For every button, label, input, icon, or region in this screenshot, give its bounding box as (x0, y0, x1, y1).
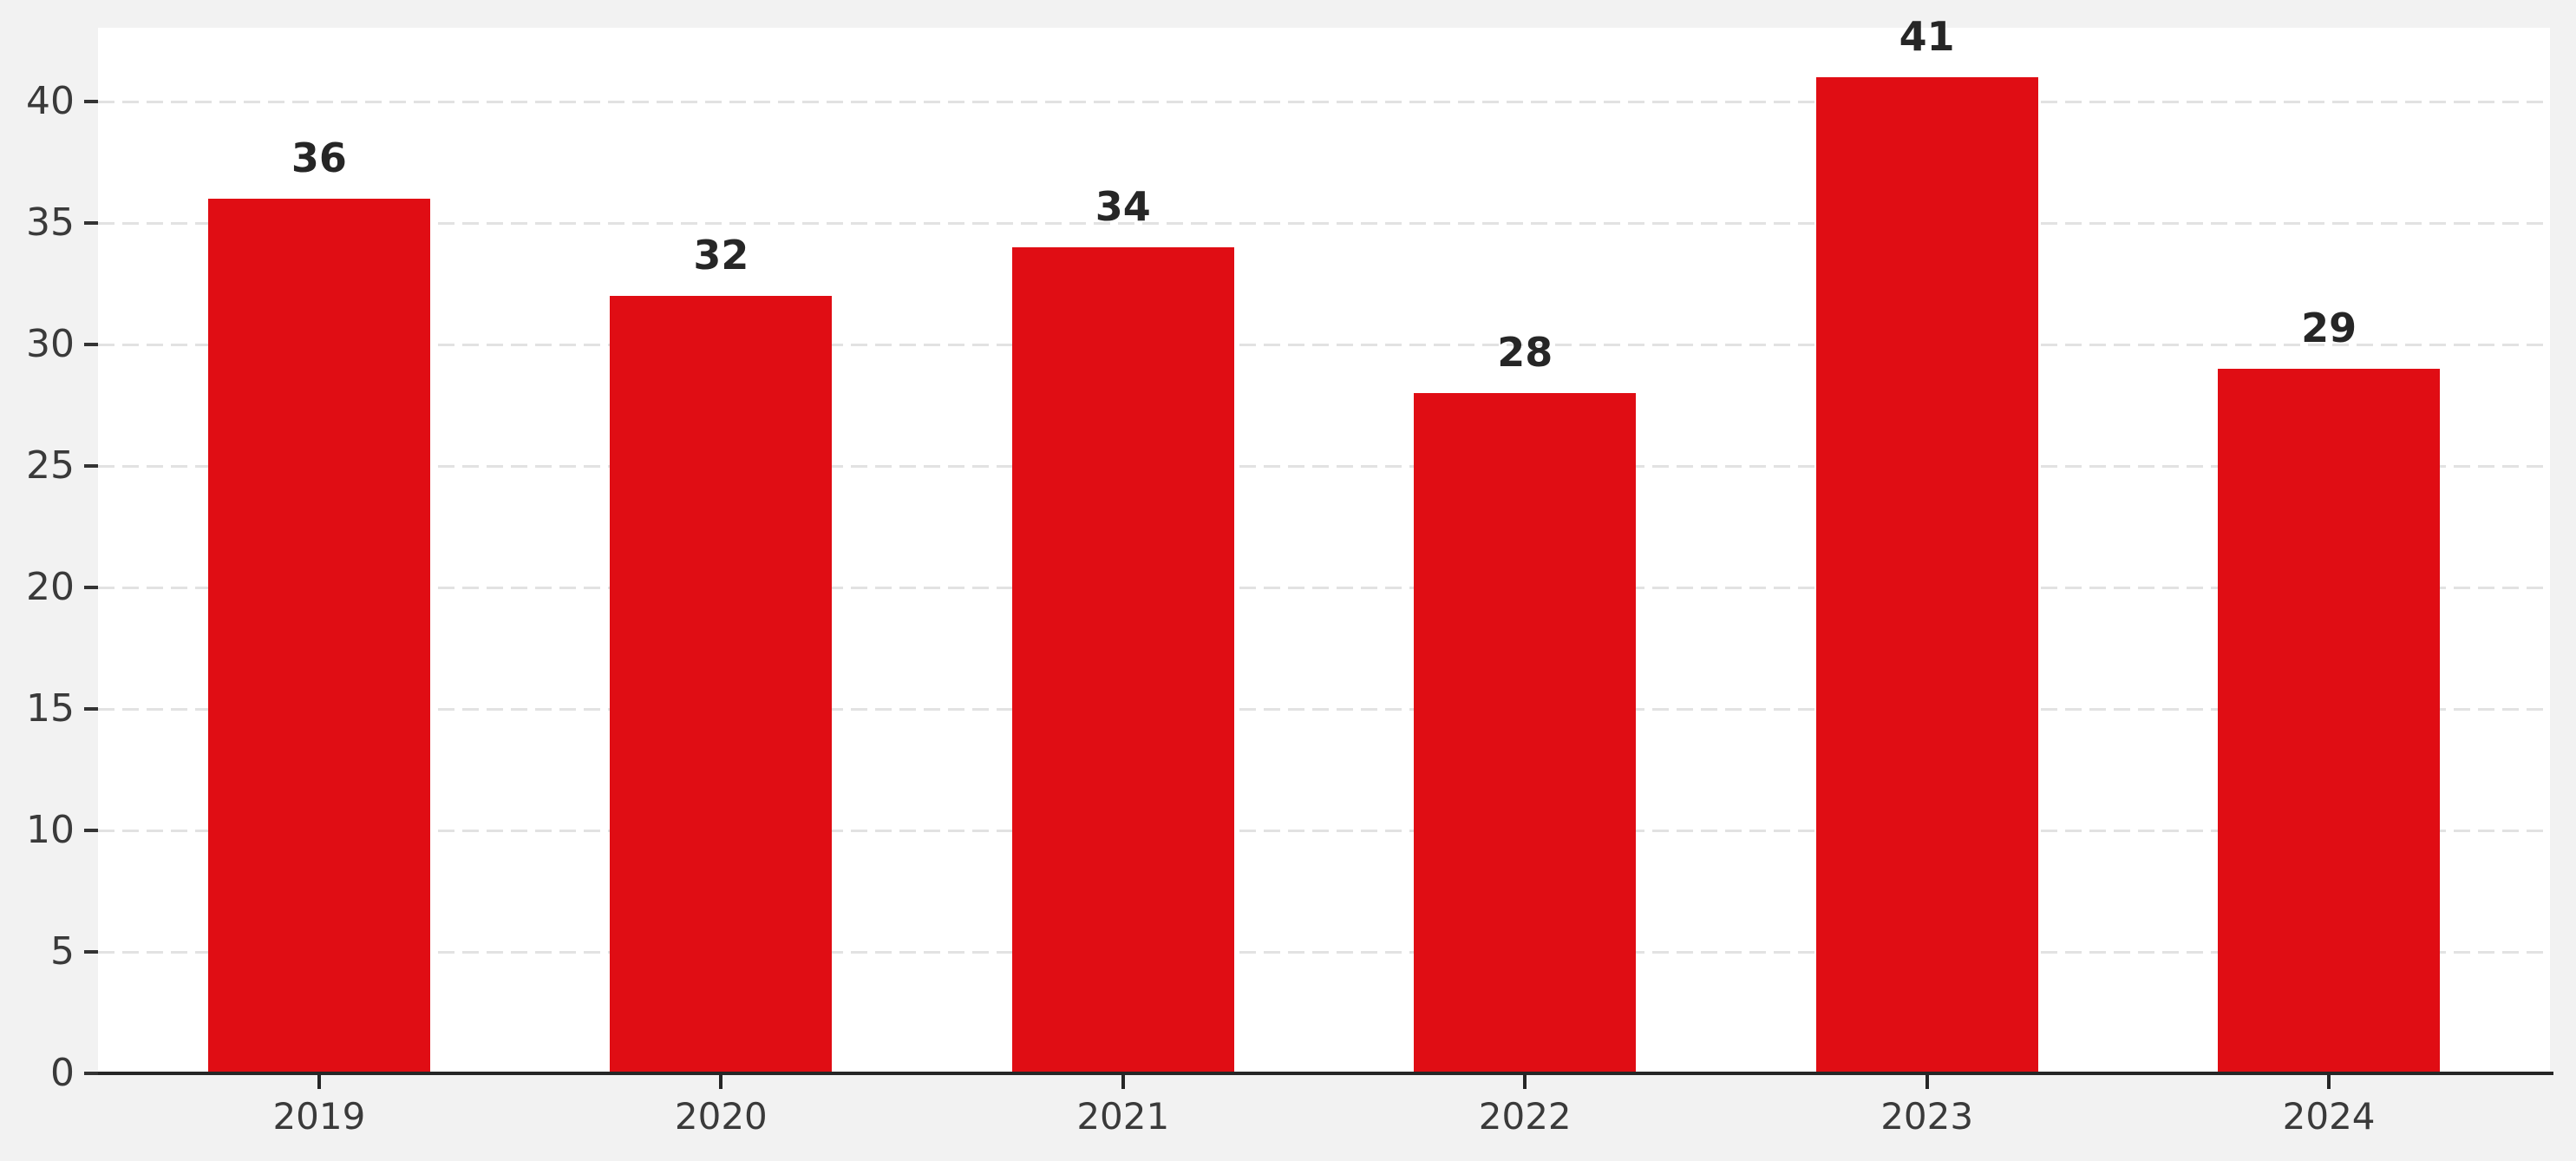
x-tick-mark-2023 (1925, 1075, 1929, 1089)
y-tick-mark-35 (84, 221, 98, 226)
x-tick-mark-2022 (1523, 1075, 1527, 1089)
y-tick-label-0: 0 (50, 1051, 75, 1095)
y-tick-label-20: 20 (26, 565, 75, 610)
bar-2023 (1815, 77, 2038, 1073)
x-tick-mark-2019 (317, 1075, 321, 1089)
gridline-y-5 (98, 951, 2550, 954)
x-tick-label-2023: 2023 (1880, 1095, 1974, 1138)
bar-value-label-2021: 34 (1095, 183, 1151, 231)
bar-2022 (1414, 393, 1637, 1073)
y-tick-label-40: 40 (26, 79, 75, 124)
y-tick-mark-15 (84, 707, 98, 712)
bar-2024 (2218, 369, 2441, 1073)
x-tick-label-2020: 2020 (674, 1095, 768, 1138)
bar-2019 (207, 199, 430, 1073)
y-tick-mark-10 (84, 829, 98, 833)
y-tick-mark-40 (84, 100, 98, 104)
bar-value-label-2020: 32 (693, 232, 749, 279)
gridline-y-20 (98, 587, 2550, 590)
x-tick-label-2021: 2021 (1076, 1095, 1170, 1138)
gridline-y-25 (98, 465, 2550, 469)
y-tick-label-5: 5 (50, 929, 75, 974)
x-tick-mark-2021 (1121, 1075, 1125, 1089)
gridline-y-30 (98, 344, 2550, 347)
gridline-y-35 (98, 222, 2550, 226)
y-tick-label-25: 25 (26, 443, 75, 489)
x-tick-mark-2024 (2327, 1075, 2331, 1089)
bar-value-label-2024: 29 (2301, 305, 2357, 352)
y-tick-label-30: 30 (26, 322, 75, 367)
gridline-y-15 (98, 708, 2550, 712)
y-tick-label-35: 35 (26, 200, 75, 246)
y-tick-mark-20 (84, 586, 98, 590)
bar-2021 (1011, 247, 1234, 1073)
bar-value-label-2022: 28 (1497, 329, 1553, 377)
y-tick-mark-0 (84, 1072, 98, 1075)
y-tick-mark-5 (84, 950, 98, 954)
gridline-y-40 (98, 101, 2550, 104)
x-tick-label-2024: 2024 (2282, 1095, 2376, 1138)
y-tick-label-15: 15 (26, 686, 75, 731)
bar-value-label-2019: 36 (291, 134, 347, 182)
y-tick-mark-25 (84, 464, 98, 469)
x-tick-label-2019: 2019 (272, 1095, 366, 1138)
x-axis-line (84, 1072, 2553, 1075)
y-tick-label-10: 10 (26, 808, 75, 853)
gridline-y-10 (98, 830, 2550, 833)
bar-value-label-2023: 41 (1899, 13, 1955, 61)
y-tick-mark-30 (84, 343, 98, 347)
plot-area (98, 28, 2550, 1073)
x-tick-mark-2020 (719, 1075, 723, 1089)
x-tick-label-2022: 2022 (1478, 1095, 1572, 1138)
bar-2020 (610, 296, 833, 1073)
